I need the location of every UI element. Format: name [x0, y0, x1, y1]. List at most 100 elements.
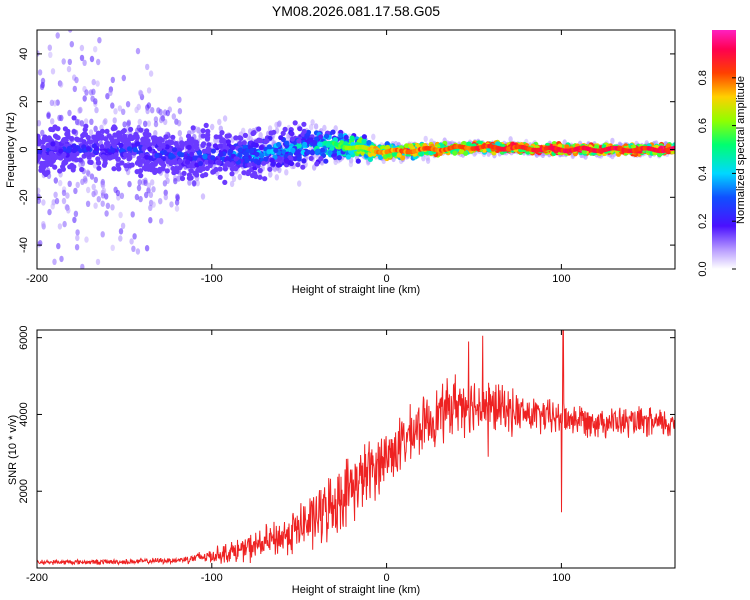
colorbar-tick-label: 0.4 — [697, 166, 709, 181]
spectrogram-cell — [355, 158, 361, 164]
spectrogram-cell — [154, 152, 160, 159]
spectrogram-cell — [181, 170, 187, 176]
snr-xtick-label: 100 — [552, 572, 570, 584]
spectrogram-cell — [176, 120, 182, 127]
colorbar-ramp — [712, 30, 736, 269]
spectrogram-cell — [37, 69, 43, 76]
spectrogram-cell — [52, 258, 57, 265]
snr-background — [37, 330, 675, 568]
spectrogram-cell — [115, 162, 121, 168]
spectrogram-cell — [111, 143, 118, 149]
spectrogram-cell — [197, 160, 204, 167]
spectrogram-cell — [425, 157, 431, 164]
spectrogram-cell — [280, 130, 286, 136]
spectrogram-cell — [135, 47, 141, 55]
spectrogram-cell — [192, 180, 197, 187]
spectrogram-cell — [322, 124, 327, 132]
spectrogram-cell — [115, 189, 121, 197]
spectrogram-cell — [144, 245, 150, 252]
spectrogram-cell — [157, 136, 163, 142]
spectrogram-cell — [163, 134, 169, 140]
spectrogram-cell — [74, 76, 79, 84]
spectrogram-cell — [156, 146, 163, 152]
spectrogram-cell — [146, 166, 152, 172]
spectrogram-cell — [213, 134, 219, 140]
spectrogram-cell — [127, 180, 132, 188]
spectrogram-cell — [195, 180, 200, 187]
spectrogram-cell — [61, 152, 67, 158]
spectrogram-ytick-label: 20 — [18, 96, 30, 108]
spectrogram-cell — [241, 140, 247, 146]
spectrogram-cell — [46, 136, 53, 142]
spectrogram-cell — [458, 148, 465, 154]
spectrogram-cell — [217, 118, 222, 126]
spectrogram-cell — [77, 157, 83, 163]
snr-panel: -200 -100 0 100 2000 4000 6000 Height of strai… — [7, 325, 676, 596]
snr-ytick-label: 6000 — [18, 325, 30, 349]
spectrogram-cell — [91, 78, 96, 86]
spectrogram-cell — [267, 125, 273, 132]
spectrogram-cell — [120, 129, 126, 135]
spectrogram-cell — [254, 151, 260, 157]
spectrogram-cell — [82, 95, 87, 102]
spectrogram-cell — [200, 128, 206, 134]
spectrogram-cell — [204, 159, 210, 165]
spectrogram-cell — [104, 140, 111, 146]
spectrogram-cell — [151, 201, 156, 208]
spectrogram-cell — [275, 162, 281, 168]
spectrogram-cell — [205, 128, 211, 134]
spectrogram-cell — [245, 170, 251, 177]
spectrogram-cell — [57, 168, 63, 174]
spectrogram-cell — [61, 189, 67, 196]
spectrogram-cell — [384, 141, 390, 147]
spectrogram-cell — [113, 152, 119, 158]
colorbar-tick-label: 0.6 — [697, 118, 709, 133]
spectrogram-cell — [119, 160, 125, 166]
spectrogram-cell — [378, 154, 384, 160]
spectrogram-cell — [99, 133, 105, 139]
spectrogram-cell — [173, 177, 178, 185]
spectrogram-cell — [144, 128, 150, 134]
spectrogram-cell — [212, 143, 218, 149]
spectrogram-cell — [210, 148, 216, 154]
colorbar: 0.0 0.2 0.4 0.6 0.8 Normalized spectral ampl… — [697, 30, 747, 277]
spectrogram-cell — [325, 142, 331, 148]
spectrogram-cell — [404, 143, 410, 149]
spectrogram-cell — [54, 197, 60, 205]
spectrogram-cell — [75, 234, 80, 242]
snr-xtick-label: -200 — [26, 572, 48, 584]
spectrogram-cell — [85, 169, 91, 176]
spectrogram-cell — [126, 156, 132, 162]
spectrogram-cell — [40, 77, 46, 85]
spectrogram-cell — [200, 133, 206, 139]
spectrogram-cell — [192, 155, 198, 161]
spectrogram-cell — [37, 187, 41, 194]
snr-ytick-label: 4000 — [18, 402, 30, 426]
spectrogram-cell — [253, 173, 259, 180]
spectrogram-cell — [91, 88, 96, 96]
spectrogram-cell — [110, 244, 115, 251]
spectrogram-cell — [102, 136, 109, 142]
colorbar-tick-label: 0.8 — [697, 70, 709, 85]
snr-ylabel: SNR (10 * v/v) — [7, 415, 19, 485]
spectrogram-cell — [247, 162, 253, 168]
snr-series-line — [37, 330, 675, 566]
spectrogram-cell — [145, 138, 151, 144]
spectrogram-cell — [65, 148, 72, 154]
spectrogram-cell — [192, 143, 198, 150]
spectrogram-cell — [84, 236, 89, 243]
spectrogram-cell — [37, 136, 41, 142]
spectrogram-cell — [229, 180, 235, 188]
spectrogram-xtick-label: 0 — [384, 273, 390, 285]
spectrogram-cell — [75, 181, 80, 189]
spectrogram-cell — [217, 166, 223, 172]
spectrogram-cell — [292, 156, 298, 162]
spectrogram-cell — [48, 161, 54, 167]
spectrogram-cell — [310, 119, 315, 126]
spectrogram-cell — [217, 174, 223, 180]
spectrogram-cell — [68, 151, 75, 158]
spectrogram-cell — [82, 131, 89, 138]
spectrogram-cell — [72, 85, 78, 93]
spectrogram-cell — [148, 191, 154, 198]
